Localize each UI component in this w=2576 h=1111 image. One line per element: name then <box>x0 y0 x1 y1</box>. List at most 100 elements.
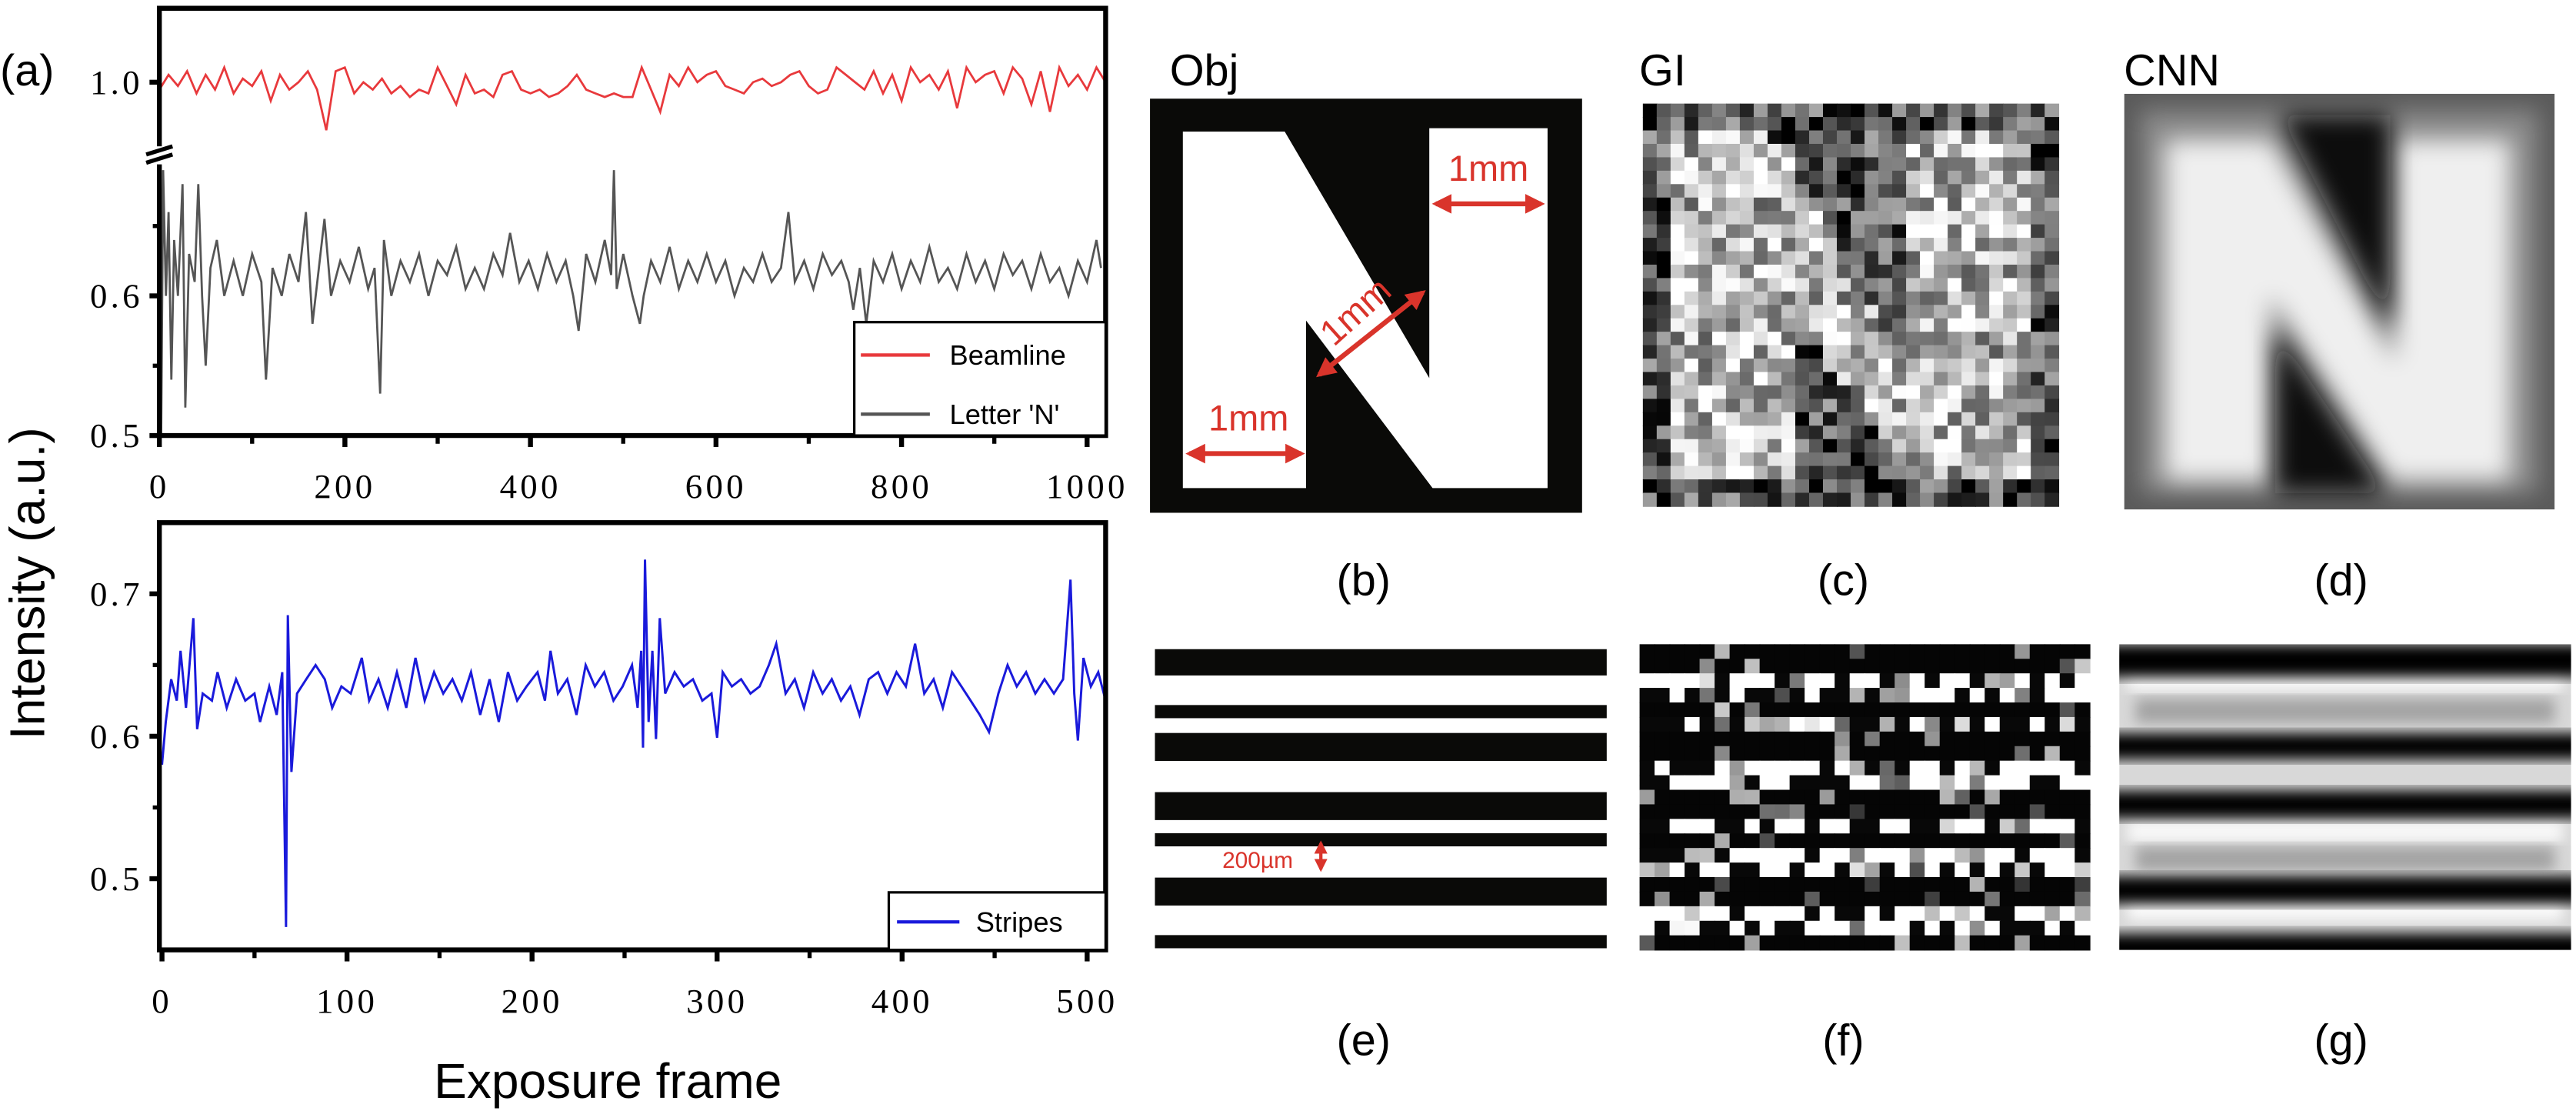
pixel <box>1795 197 1810 212</box>
pixel <box>1775 877 1791 892</box>
pixel <box>1670 224 1685 239</box>
legend: Stripes <box>887 891 1108 952</box>
pixel <box>1879 688 1896 703</box>
pixel <box>1849 789 1866 806</box>
pixel <box>1849 848 1866 863</box>
pixel <box>1934 492 1948 507</box>
pixel <box>1795 425 1810 440</box>
chart-top: 1.00.60.50 200 400 600 800 1000BeamlineLetter… <box>90 5 1125 505</box>
pixel <box>1969 920 1986 936</box>
pixel <box>1925 760 1941 776</box>
pixel <box>1849 920 1866 936</box>
pixel <box>2003 479 2018 494</box>
pixel <box>1808 264 1824 279</box>
pixel <box>1961 224 1976 239</box>
pixel <box>1920 385 1934 400</box>
pixel <box>1892 412 1907 427</box>
pixel <box>1948 345 1962 359</box>
pixel <box>1642 479 1658 494</box>
pixel <box>1699 702 1715 718</box>
pixel <box>1920 492 1934 507</box>
pixel <box>1999 659 2016 675</box>
pixel <box>1920 372 1934 386</box>
pixel <box>1984 920 2001 936</box>
pixel <box>2074 688 2091 703</box>
pixel <box>1775 731 1791 747</box>
pixel <box>1948 184 1962 199</box>
pixel <box>1975 332 1990 346</box>
pixel <box>1865 318 1879 333</box>
pixel <box>1819 716 1836 732</box>
pixel <box>2003 465 2018 480</box>
pixel <box>1725 291 1741 306</box>
pixel <box>2017 345 2032 359</box>
pixel <box>1961 385 1976 400</box>
pixel <box>1975 251 1990 265</box>
pixel <box>1639 644 1655 660</box>
pixel <box>1822 318 1838 333</box>
pixel <box>1699 688 1715 703</box>
y-tick-label: 0.6 <box>90 717 143 756</box>
pixel <box>1879 702 1896 718</box>
x-tick-label: 0 <box>149 467 170 505</box>
pixel <box>1789 659 1805 675</box>
pixel <box>1684 492 1699 507</box>
pixel <box>1639 702 1655 718</box>
pixel <box>1989 211 2004 225</box>
pixel <box>1639 688 1655 703</box>
pixel <box>1892 238 1907 252</box>
pixel <box>2044 906 2061 922</box>
pixel <box>1822 291 1838 306</box>
pixel <box>1656 157 1671 172</box>
pixel <box>1753 372 1768 386</box>
pixel <box>2014 760 2031 776</box>
pixel <box>1989 117 2004 132</box>
pixel <box>1925 848 1941 863</box>
pixel <box>2014 688 2031 703</box>
pixel <box>1865 412 1879 427</box>
pixel <box>1698 184 1713 199</box>
pixel <box>1670 465 1685 480</box>
pixel <box>1725 425 1741 440</box>
pixel <box>1753 130 1768 145</box>
pixel <box>1851 251 1865 265</box>
pixel <box>2044 359 2060 373</box>
stripe-band <box>1155 705 1607 719</box>
pixel <box>1934 465 1948 480</box>
pixel <box>1999 731 2016 747</box>
axis-break-mark <box>145 152 174 165</box>
pixel <box>2044 833 2061 849</box>
pixel <box>1795 117 1810 132</box>
pixel <box>1639 775 1655 791</box>
pixel <box>1954 877 1971 892</box>
pixel <box>1725 211 1741 225</box>
pixel <box>1961 399 1976 413</box>
pixel <box>1961 372 1976 386</box>
pixel <box>1781 103 1796 118</box>
pixel <box>1954 848 1971 863</box>
pixel <box>1851 385 1865 400</box>
pixel <box>2014 891 2031 907</box>
pixel <box>2059 746 2076 762</box>
pixel <box>1711 130 1727 145</box>
pixel <box>1715 760 1731 776</box>
pixel <box>1906 211 1921 225</box>
pixel <box>2031 465 2046 480</box>
pixel <box>1906 224 1921 239</box>
pixel <box>1711 359 1727 373</box>
pixel <box>1954 862 1971 878</box>
pixel <box>1685 644 1701 660</box>
pixel <box>1808 238 1824 252</box>
pixel <box>1805 746 1821 762</box>
pixel <box>1781 264 1796 279</box>
stripe-band <box>1155 732 1607 761</box>
pixel <box>1753 479 1768 494</box>
pixel <box>1767 359 1782 373</box>
pixel <box>1739 372 1755 386</box>
pixel <box>1984 848 2001 863</box>
pixel <box>1939 935 1956 951</box>
pixel <box>2029 862 2046 878</box>
pixel <box>2031 224 2046 239</box>
pixel <box>1669 906 1685 922</box>
pixel <box>1895 673 1911 689</box>
